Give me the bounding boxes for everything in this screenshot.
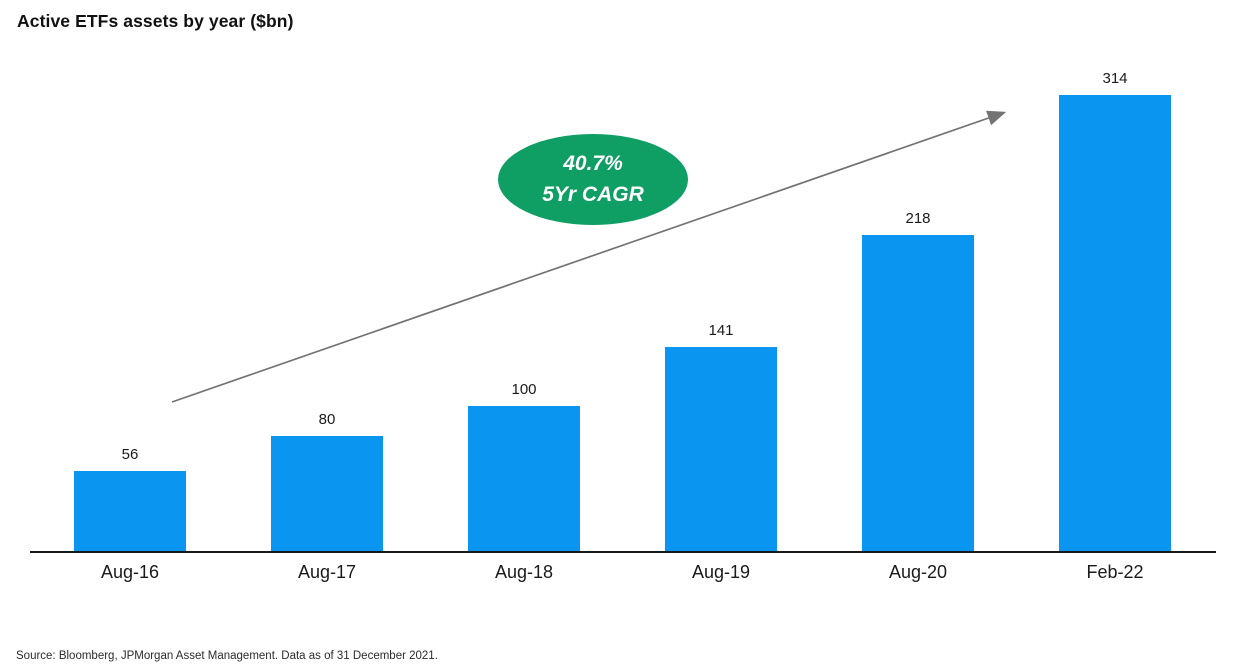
- cagr-annotation-ellipse: 40.7% 5Yr CAGR: [498, 134, 688, 225]
- bar-value-label: 141: [708, 322, 734, 339]
- x-axis-label: Aug-18: [494, 562, 554, 582]
- bar-Aug-18: [468, 406, 580, 552]
- chart-title: Active ETFs assets by year ($bn): [17, 11, 294, 31]
- bar-value-label: 314: [1102, 70, 1128, 87]
- bar-value-label: 100: [511, 381, 537, 398]
- bar-value-label: 56: [121, 446, 139, 463]
- x-axis-label: Aug-19: [691, 562, 751, 582]
- bar-Feb-22: [1059, 95, 1171, 552]
- bar-value-label: 218: [905, 210, 931, 227]
- cagr-label: 5Yr CAGR: [542, 182, 644, 206]
- x-axis-label: Feb-22: [1086, 562, 1144, 582]
- bar-Aug-20: [862, 235, 974, 552]
- cagr-percentage: 40.7%: [563, 152, 623, 176]
- x-axis-line: [30, 551, 1216, 553]
- x-axis-label: Aug-20: [888, 562, 948, 582]
- x-axis-label: Aug-16: [100, 562, 160, 582]
- source-note: Source: Bloomberg, JPMorgan Asset Manage…: [16, 650, 438, 662]
- trend-arrow-line: [171, 110, 1007, 403]
- x-axis-label: Aug-17: [297, 562, 357, 582]
- bar-value-label: 80: [318, 411, 336, 428]
- bar-Aug-17: [271, 436, 383, 552]
- bar-Aug-16: [74, 471, 186, 552]
- bar-Aug-19: [665, 347, 777, 552]
